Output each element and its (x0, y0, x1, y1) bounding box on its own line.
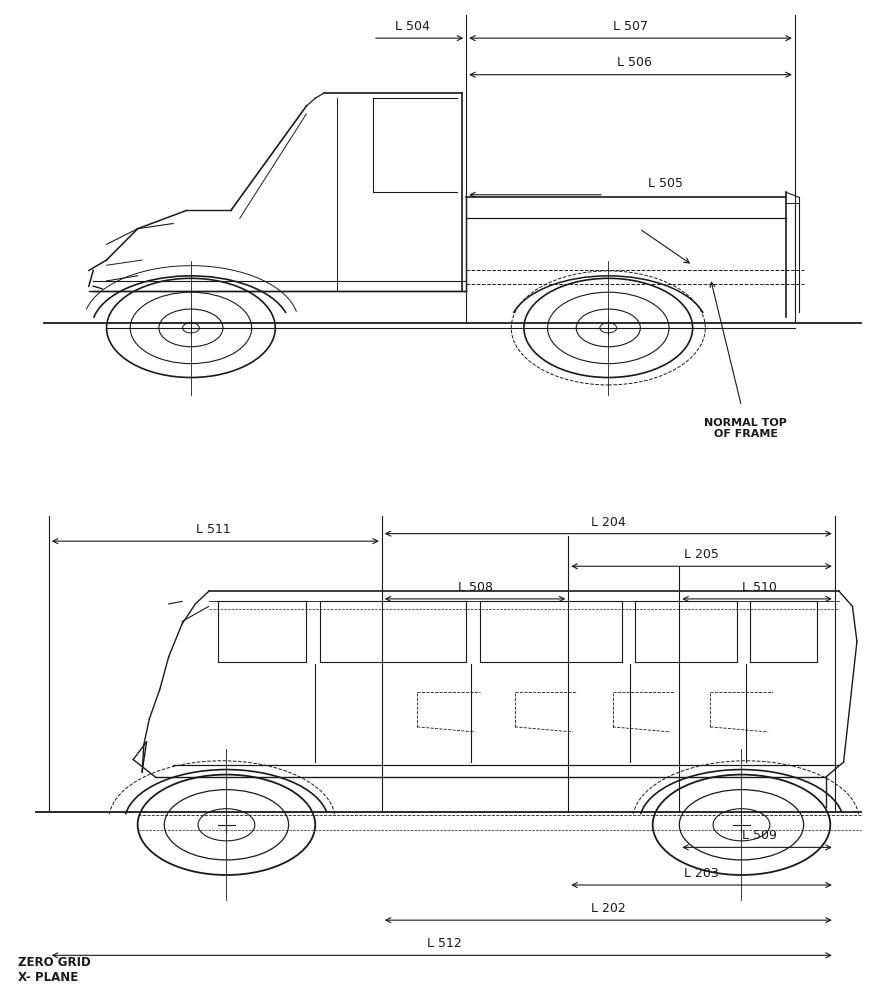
Text: L 509: L 509 (741, 828, 777, 842)
Text: L 203: L 203 (684, 867, 719, 879)
Text: L 511: L 511 (195, 523, 231, 536)
Text: L 205: L 205 (684, 548, 719, 561)
Text: L 507: L 507 (613, 20, 648, 33)
Text: ZERO GRID
X- PLANE: ZERO GRID X- PLANE (18, 955, 91, 983)
Text: L 505: L 505 (648, 177, 683, 190)
Text: L 506: L 506 (617, 56, 653, 69)
Text: L 204: L 204 (591, 516, 626, 528)
Text: L 202: L 202 (591, 902, 626, 915)
Text: NORMAL TOP
OF FRAME: NORMAL TOP OF FRAME (704, 417, 788, 439)
Text: L 508: L 508 (457, 581, 493, 593)
Text: L 504: L 504 (395, 20, 431, 33)
Text: L 512: L 512 (426, 937, 462, 949)
Text: L 510: L 510 (741, 581, 777, 593)
